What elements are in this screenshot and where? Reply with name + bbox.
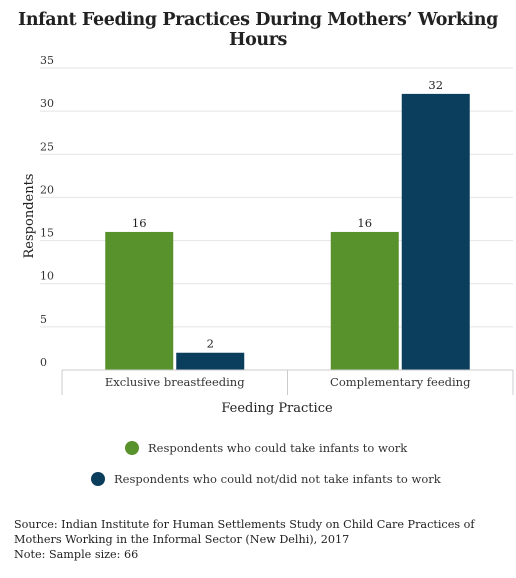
y-tick-label: 35 <box>40 54 54 67</box>
y-tick-label: 30 <box>40 97 54 110</box>
x-tick-label: Exclusive breastfeeding <box>105 375 245 389</box>
legend-label-series-2: Respondents who could not/did not take i… <box>114 472 441 486</box>
y-tick-label: 20 <box>40 183 54 196</box>
source-note: Source: Indian Institute for Human Settl… <box>14 517 509 562</box>
axis-layer: 0 5 10 15 20 25 30 35 Exclusive breastfeeding Com… <box>40 54 514 395</box>
bar-series-1-2 <box>330 231 399 370</box>
data-label: 32 <box>428 78 443 92</box>
legend-item-series-1: Respondents who could take infants to wo… <box>125 441 407 455</box>
legend-swatch-series-2 <box>91 472 105 486</box>
bar-series-2-1 <box>176 352 245 370</box>
label-layer: 16 2 16 32 <box>132 78 443 351</box>
y-tick-label: 15 <box>40 227 54 240</box>
bar-chart: 16 2 16 32 0 5 10 15 20 25 30 35 Exclusive breastfe… <box>22 54 514 416</box>
legend-label-series-1: Respondents who could take infants to wo… <box>148 441 408 455</box>
bar-series-1-1 <box>105 231 174 370</box>
data-label: 2 <box>207 337 214 351</box>
x-tick-label: Complementary feeding <box>330 375 471 389</box>
y-tick-label: 25 <box>40 140 54 153</box>
y-tick-label: 5 <box>40 313 47 326</box>
legend-swatch-series-1 <box>125 441 139 455</box>
legend-item-series-2: Respondents who could not/did not take i… <box>91 472 441 486</box>
bar-series-2-2 <box>401 93 470 370</box>
chart-title: Infant Feeding Practices During Mothers’… <box>18 10 498 50</box>
data-label: 16 <box>357 216 372 230</box>
source-text: Source: Indian Institute for Human Settl… <box>14 518 475 546</box>
x-axis-title: Feeding Practice <box>221 401 333 416</box>
y-axis-title: Respondents <box>22 174 37 259</box>
y-tick-label: 0 <box>40 356 47 369</box>
data-label: 16 <box>132 216 147 230</box>
y-tick-label: 10 <box>40 270 54 283</box>
bar-layer <box>105 93 470 370</box>
sample-size-note: Note: Sample size: 66 <box>14 548 139 561</box>
